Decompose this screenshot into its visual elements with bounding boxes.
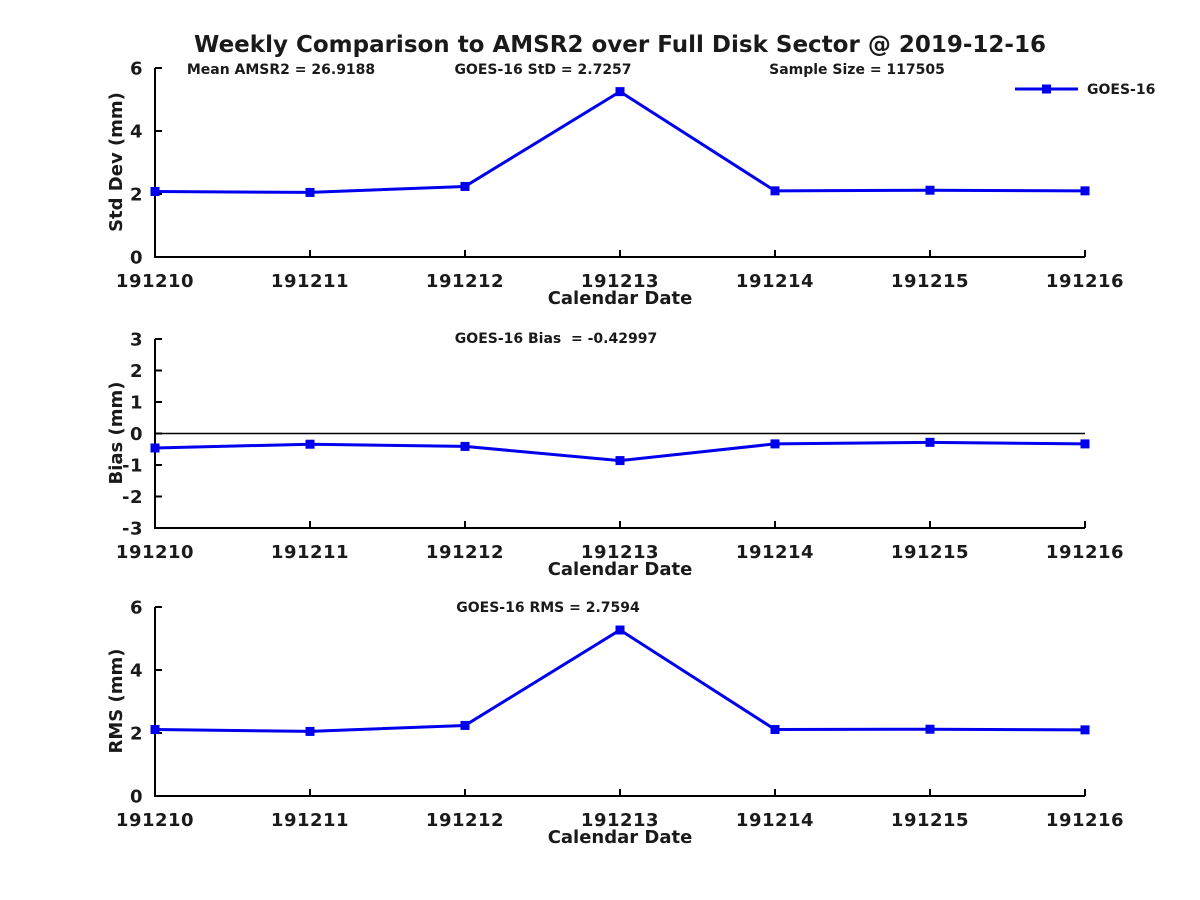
series-marker-goes-16 [305, 439, 315, 449]
series-marker-goes-16 [1080, 186, 1090, 196]
y-tick-label: 0 [130, 787, 143, 808]
y-tick-label: 4 [130, 661, 143, 682]
series-marker-goes-16 [925, 724, 935, 734]
legend: GOES-16 [1015, 82, 1155, 98]
subplot-stddev: 0 2 4 6 191210 191211 191212 191213 191214 191215… [106, 59, 1155, 310]
y-tick-label: 1 [130, 393, 143, 414]
annotation-sample-size: Sample Size = 117505 [769, 62, 945, 78]
bias-xlabel: Calendar Date [548, 559, 693, 580]
annotation-goes16-std: GOES-16 StD = 2.7257 [454, 62, 631, 78]
legend-label: GOES-16 [1087, 82, 1155, 98]
series-marker-goes-16 [1080, 725, 1090, 735]
y-tick-label: 0 [130, 248, 143, 269]
rms-ylabel: RMS (mm) [106, 649, 127, 754]
annotation-goes16-bias: GOES-16 Bias = -0.42997 [455, 331, 657, 347]
x-tick-label: 191210 [116, 810, 194, 831]
series-line-goes-16 [154, 628, 1086, 733]
x-tick-label: 191214 [736, 542, 814, 563]
x-tick-label: 191214 [736, 271, 814, 292]
y-tick-label: -3 [122, 519, 143, 540]
y-tick-label: 0 [130, 424, 143, 445]
chart-title: Weekly Comparison to AMSR2 over Full Dis… [194, 32, 1046, 58]
bias-ylabel: Bias (mm) [106, 382, 127, 485]
y-tick-label: 6 [130, 59, 143, 80]
series-marker-goes-16 [460, 720, 470, 730]
x-tick-label: 191211 [271, 810, 349, 831]
x-tick-label: 191216 [1046, 810, 1124, 831]
stddev-xlabel: Calendar Date [548, 288, 693, 309]
x-tick-label: 191213 [581, 542, 659, 563]
stddev-axes: 0 2 4 6 191210 191211 191212 191213 191214 191215… [116, 59, 1124, 293]
x-tick-label: 191213 [581, 810, 659, 831]
x-tick-label: 191216 [1046, 542, 1124, 563]
x-tick-label: 191210 [116, 271, 194, 292]
series-marker-goes-16 [150, 186, 160, 196]
series-marker-goes-16 [925, 185, 935, 195]
series-marker-goes-16 [305, 726, 315, 736]
series-marker-goes-16 [460, 441, 470, 451]
series-marker-goes-16 [460, 181, 470, 191]
annotation-goes16-rms: GOES-16 RMS = 2.7594 [456, 600, 640, 616]
x-tick-label: 191212 [426, 542, 504, 563]
x-tick-label: 191211 [271, 542, 349, 563]
y-tick-label: 2 [130, 724, 143, 745]
x-tick-label: 191213 [581, 271, 659, 292]
series-marker-goes-16 [770, 725, 780, 735]
subplot-bias: -3 -2 -1 0 1 2 3 191210 191211 191212 191213 191214… [106, 330, 1124, 581]
y-tick-label: 4 [130, 122, 143, 143]
x-tick-label: 191215 [891, 810, 969, 831]
series-line-goes-16 [154, 90, 1086, 194]
series-marker-goes-16 [615, 87, 625, 97]
y-tick-label: 2 [130, 361, 143, 382]
y-tick-label: -1 [122, 456, 143, 477]
series-marker-goes-16 [615, 456, 625, 466]
series-marker-goes-16 [770, 186, 780, 196]
axis-spines [154, 68, 1085, 258]
axis-spines [154, 607, 1085, 797]
x-tick-label: 191210 [116, 542, 194, 563]
rms-xlabel: Calendar Date [548, 827, 693, 848]
series-marker-goes-16 [150, 443, 160, 453]
x-tick-label: 191215 [891, 271, 969, 292]
series-marker-goes-16 [1080, 439, 1090, 449]
rms-axes: 0 2 4 6 191210 191211 191212 191213 191214 191215… [116, 598, 1124, 832]
x-tick-label: 191214 [736, 810, 814, 831]
y-tick-label: 3 [130, 330, 143, 351]
bias-axes: -3 -2 -1 0 1 2 3 191210 191211 191212 191213 191214… [116, 330, 1124, 564]
annotation-mean-amsr2: Mean AMSR2 = 26.9188 [187, 62, 375, 78]
series-marker-goes-16 [305, 187, 315, 197]
stddev-ylabel: Std Dev (mm) [106, 92, 127, 232]
series-marker-goes-16 [770, 439, 780, 449]
x-tick-label: 191212 [426, 810, 504, 831]
y-tick-label: 2 [130, 185, 143, 206]
x-tick-label: 191212 [426, 271, 504, 292]
x-tick-label: 191211 [271, 271, 349, 292]
y-tick-label: 6 [130, 598, 143, 619]
y-tick-label: -2 [122, 487, 143, 508]
subplot-rms: 0 2 4 6 191210 191211 191212 191213 191214 191215… [106, 598, 1124, 849]
series-marker-goes-16 [150, 725, 160, 735]
x-tick-label: 191215 [891, 542, 969, 563]
legend-marker [1042, 84, 1051, 94]
x-tick-label: 191216 [1046, 271, 1124, 292]
series-marker-goes-16 [925, 437, 935, 447]
series-marker-goes-16 [615, 625, 625, 635]
